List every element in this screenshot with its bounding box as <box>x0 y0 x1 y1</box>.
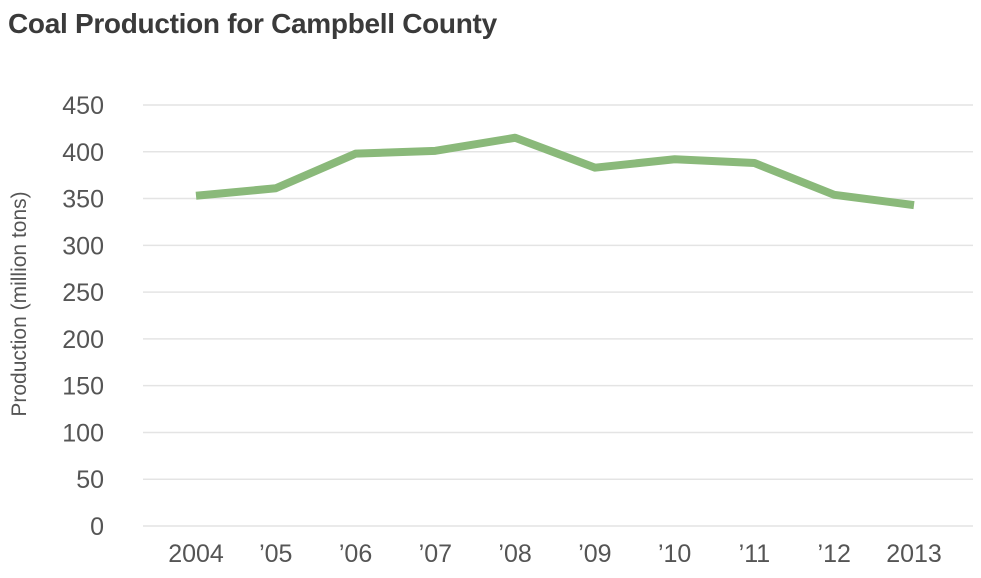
x-tick-label: ’06 <box>339 540 372 568</box>
y-tick-label: 150 <box>62 373 104 401</box>
y-tick-label: 450 <box>62 92 104 120</box>
gridlines <box>143 104 973 527</box>
chart-title: Coal Production for Campbell County <box>8 8 497 39</box>
x-tick-label: ’07 <box>419 540 452 568</box>
y-tick-label: 100 <box>62 419 104 447</box>
y-tick-label: 400 <box>62 139 104 167</box>
x-axis-ticks: 2004 ’05 ’06 ’07 ’08 ’09 ’10 ’11 ’12 2013 <box>168 540 942 568</box>
series-layer <box>195 133 915 210</box>
y-tick-label: 250 <box>62 279 104 307</box>
x-tick-label: ’08 <box>498 540 531 568</box>
y-tick-label: 0 <box>90 513 104 541</box>
x-tick-label: 2004 <box>168 540 224 568</box>
x-tick-label: 2013 <box>886 540 942 568</box>
y-tick-label: 50 <box>76 466 104 494</box>
series-line <box>195 133 915 210</box>
x-tick-label: ’05 <box>259 540 292 568</box>
y-tick-label: 350 <box>62 186 104 214</box>
x-tick-label: ’12 <box>818 540 851 568</box>
x-tick-label: ’10 <box>658 540 691 568</box>
y-tick-label: 300 <box>62 232 104 260</box>
y-axis-ticks: 0 50 100 150 200 250 300 350 400 450 <box>62 92 104 541</box>
y-tick-label: 200 <box>62 326 104 354</box>
x-tick-label: ’11 <box>739 540 771 568</box>
x-tick-label: ’09 <box>578 540 611 568</box>
y-axis-label: Production (million tons) <box>8 191 31 416</box>
